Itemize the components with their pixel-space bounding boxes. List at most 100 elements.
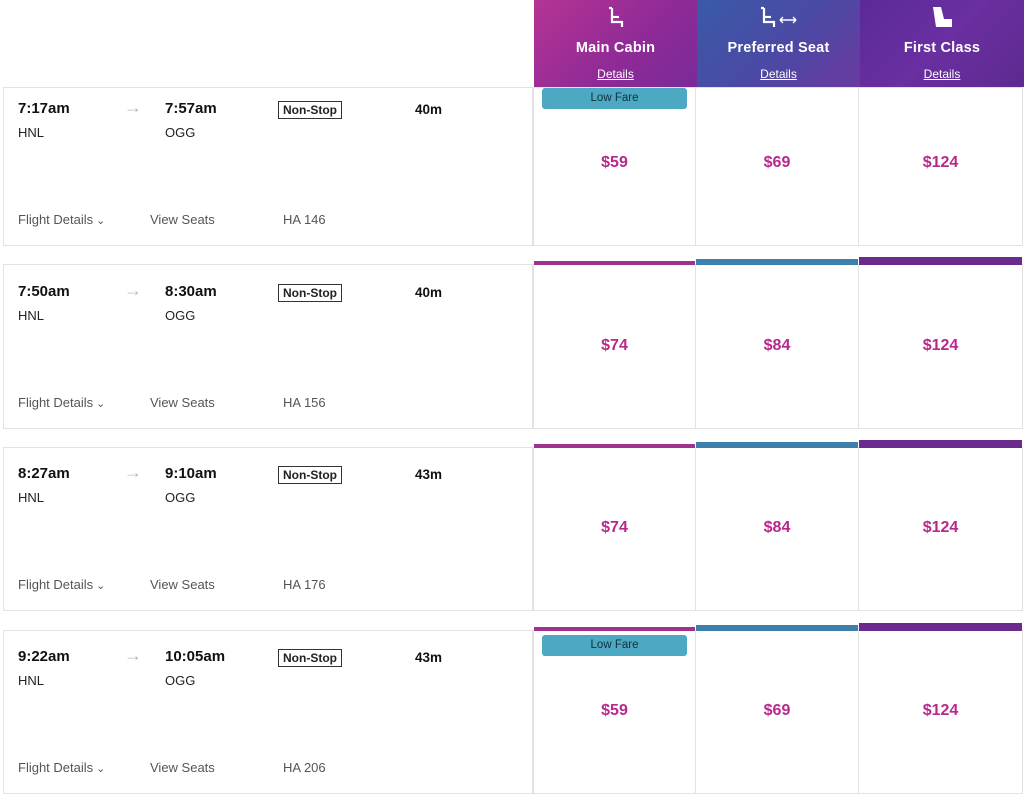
fare-preferred-seat[interactable]: $84 <box>696 259 859 429</box>
flight-info: 7:17am HNL → 7:57am OGG Non-Stop 40m Fli… <box>3 87 533 246</box>
arrow-right-icon: → <box>124 97 142 117</box>
cabin-title: Preferred Seat <box>727 40 830 56</box>
fare-main-cabin[interactable]: $74 <box>533 261 696 429</box>
fare-main-cabin[interactable]: Low Fare $59 <box>533 87 696 246</box>
stops-badge: Non-Stop <box>278 649 342 667</box>
fare-first-class[interactable]: $124 <box>859 440 1023 611</box>
fare-price: $59 <box>601 154 628 171</box>
flight-details-label: Flight Details <box>18 395 94 410</box>
origin-airport: HNL <box>18 490 45 505</box>
flight-details-label: Flight Details <box>18 760 94 775</box>
cabin-details-link[interactable]: Details <box>760 67 797 81</box>
flight-row: 7:17am HNL → 7:57am OGG Non-Stop 40m Fli… <box>3 87 1023 246</box>
destination-airport: OGG <box>165 308 196 323</box>
depart-time: 8:27am <box>18 465 70 482</box>
flight-row: 9:22am HNL → 10:05am OGG Non-Stop 43m Fl… <box>3 623 1023 794</box>
fare-price: $84 <box>763 337 791 354</box>
arrive-time: 10:05am <box>165 648 226 665</box>
flight-number: HA 206 <box>283 760 326 775</box>
cabin-title: Main Cabin <box>575 40 656 56</box>
flight-number: HA 176 <box>283 577 326 592</box>
view-seats-link[interactable]: View Seats <box>150 760 215 775</box>
fare-color-bar <box>859 623 1022 631</box>
fare-color-bar <box>696 442 858 448</box>
duration: 40m <box>415 102 443 117</box>
destination-airport: OGG <box>165 673 196 688</box>
duration: 43m <box>415 650 443 665</box>
chevron-down-icon: ⌄ <box>96 580 106 592</box>
chevron-down-icon: ⌄ <box>96 215 106 227</box>
arrow-right-icon: → <box>124 645 142 665</box>
view-seats-link[interactable]: View Seats <box>150 212 215 227</box>
fare-first-class[interactable]: $124 <box>859 87 1023 246</box>
fare-price: $69 <box>763 702 791 719</box>
chevron-down-icon: ⌄ <box>96 763 106 775</box>
duration: 40m <box>415 285 443 300</box>
arrive-time: 7:57am <box>165 100 217 117</box>
duration: 43m <box>415 467 443 482</box>
fare-preferred-seat[interactable]: $84 <box>696 442 859 611</box>
arrive-time: 9:10am <box>165 465 217 482</box>
fare-price: $74 <box>601 337 628 354</box>
cabin-header-first: First Class Details <box>860 0 1024 87</box>
fare-color-bar <box>859 257 1022 265</box>
view-seats-link[interactable]: View Seats <box>150 577 215 592</box>
flight-info: 7:50am HNL → 8:30am OGG Non-Stop 40m Fli… <box>3 264 533 429</box>
fare-color-bar <box>859 440 1022 448</box>
flight-info: 9:22am HNL → 10:05am OGG Non-Stop 43m Fl… <box>3 630 533 794</box>
depart-time: 7:50am <box>18 283 70 300</box>
flight-details-toggle[interactable]: Flight Details ⌄ <box>18 577 105 592</box>
stops-badge: Non-Stop <box>278 101 342 119</box>
flight-number: HA 156 <box>283 395 326 410</box>
arrive-time: 8:30am <box>165 283 217 300</box>
chevron-down-icon: ⌄ <box>96 398 106 410</box>
fare-first-class[interactable]: $124 <box>859 257 1023 429</box>
fare-preferred-seat[interactable]: $69 <box>696 87 859 246</box>
low-fare-badge: Low Fare <box>542 88 687 109</box>
origin-airport: HNL <box>18 308 45 323</box>
recliner-seat-icon <box>860 4 1024 30</box>
seat-extra-legroom-icon <box>697 4 860 30</box>
cabin-details-link[interactable]: Details <box>597 67 634 81</box>
fare-main-cabin[interactable]: $74 <box>533 444 696 611</box>
fare-preferred-seat[interactable]: $69 <box>696 625 859 794</box>
flight-info: 8:27am HNL → 9:10am OGG Non-Stop 43m Fli… <box>3 447 533 611</box>
fare-price: $69 <box>763 154 791 171</box>
fare-price: $74 <box>601 519 628 536</box>
fare-price: $124 <box>922 519 959 536</box>
arrow-right-icon: → <box>124 280 142 300</box>
flight-details-toggle[interactable]: Flight Details ⌄ <box>18 395 105 410</box>
cabin-title: First Class <box>903 40 981 56</box>
fare-color-bar <box>534 444 695 448</box>
fare-color-bar <box>534 261 695 265</box>
flight-details-label: Flight Details <box>18 577 94 592</box>
seat-icon <box>534 4 697 30</box>
destination-airport: OGG <box>165 125 196 140</box>
cabin-header-main: Main Cabin Details <box>534 0 697 87</box>
fare-price: $84 <box>763 519 791 536</box>
flight-details-toggle[interactable]: Flight Details ⌄ <box>18 212 105 227</box>
fare-price: $59 <box>601 702 628 719</box>
origin-airport: HNL <box>18 673 45 688</box>
depart-time: 9:22am <box>18 648 70 665</box>
fare-color-bar <box>696 625 858 631</box>
fare-price: $124 <box>922 154 959 171</box>
fare-main-cabin[interactable]: Low Fare $59 <box>533 627 696 794</box>
fare-price: $124 <box>922 702 959 719</box>
flight-row: 7:50am HNL → 8:30am OGG Non-Stop 40m Fli… <box>3 257 1023 429</box>
fare-color-bar <box>696 259 858 265</box>
cabin-header-preferred: Preferred Seat Details <box>697 0 860 87</box>
stops-badge: Non-Stop <box>278 466 342 484</box>
flight-details-toggle[interactable]: Flight Details ⌄ <box>18 760 105 775</box>
cabin-details-link[interactable]: Details <box>923 67 961 81</box>
flight-details-label: Flight Details <box>18 212 94 227</box>
arrow-right-icon: → <box>124 462 142 482</box>
destination-airport: OGG <box>165 490 196 505</box>
flight-number: HA 146 <box>283 212 326 227</box>
stops-badge: Non-Stop <box>278 284 342 302</box>
depart-time: 7:17am <box>18 100 70 117</box>
fare-first-class[interactable]: $124 <box>859 623 1023 794</box>
flight-row: 8:27am HNL → 9:10am OGG Non-Stop 43m Fli… <box>3 440 1023 611</box>
fare-color-bar <box>534 627 695 631</box>
view-seats-link[interactable]: View Seats <box>150 395 215 410</box>
